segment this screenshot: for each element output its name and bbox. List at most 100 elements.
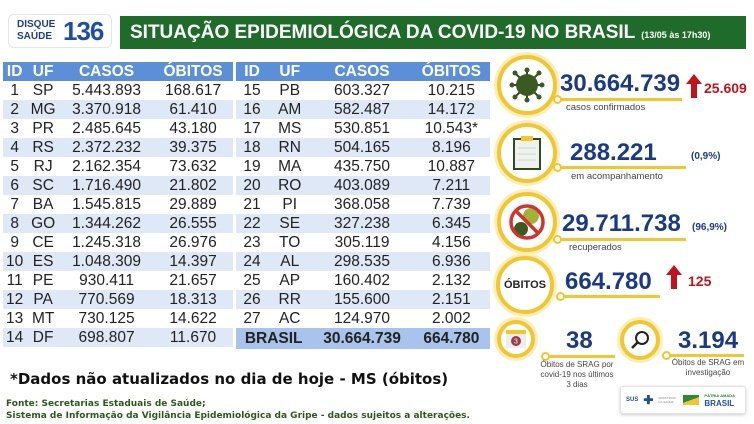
table-cell: 403.089 bbox=[311, 176, 413, 195]
table-cell: 4.156 bbox=[431, 233, 471, 251]
table-cell: 6.936 bbox=[412, 252, 490, 271]
recovered-percent: (96,9%) bbox=[692, 222, 728, 233]
table-cell: PE bbox=[32, 271, 54, 289]
table-cell: AL bbox=[268, 252, 312, 271]
table-row: 27 AC 124.970 2.002 bbox=[236, 309, 490, 328]
table-cell: RS bbox=[26, 138, 60, 157]
table-cell: 6.345 bbox=[412, 214, 490, 233]
table-cell: PB bbox=[279, 81, 301, 99]
gov-top: PÁTRIA AMADA bbox=[704, 392, 735, 398]
table-cell: PR bbox=[32, 119, 54, 137]
table-cell: 13 bbox=[6, 309, 24, 327]
table-row: 2 MG 3.370.918 61.410 bbox=[3, 100, 233, 119]
state-table-right: ID UF CASOS ÓBITOS 15 PB 603.327 10.215 16 AM 582.… bbox=[236, 62, 490, 349]
table-cell: 39.375 bbox=[153, 138, 233, 157]
table-cell: 21.802 bbox=[153, 176, 233, 195]
calendar-icon: 3 bbox=[497, 320, 535, 358]
table-cell: 3.370.918 bbox=[59, 100, 154, 119]
column-header: ID bbox=[3, 62, 27, 81]
table-cell: 14.397 bbox=[153, 252, 233, 271]
sus-logo: SUS bbox=[626, 397, 639, 403]
srag-investigation-value: 3.194 bbox=[678, 327, 739, 354]
table-cell: CE bbox=[32, 233, 54, 251]
table-cell: 930.411 bbox=[79, 271, 134, 289]
table-cell: 770.569 bbox=[59, 290, 154, 309]
table-cell: 1.545.815 bbox=[72, 195, 142, 213]
total-row: BRASIL 30.664.739 664.780 bbox=[236, 328, 490, 349]
table-cell: RR bbox=[268, 290, 312, 309]
table-cell: 327.238 bbox=[311, 214, 413, 233]
table-row: 26 RR 155.600 2.151 bbox=[236, 290, 490, 309]
table-cell: 168.617 bbox=[165, 81, 222, 99]
table-cell: 435.750 bbox=[334, 157, 391, 175]
calendar-number: 3 bbox=[514, 339, 518, 346]
table-cell: SC bbox=[26, 176, 60, 195]
table-cell: 21 bbox=[243, 195, 261, 213]
table-cell: AM bbox=[268, 100, 312, 119]
table-row: 17 MS 530.851 10.543* bbox=[236, 119, 490, 138]
table-cell: RJ bbox=[33, 157, 53, 175]
table-cell: 9 bbox=[10, 233, 19, 251]
table-cell: 160.402 bbox=[334, 271, 391, 289]
table-cell: 15 bbox=[243, 81, 261, 99]
table-cell: 7 bbox=[10, 195, 19, 213]
table-row: 25 AP 160.402 2.132 bbox=[236, 271, 490, 290]
table-cell: 7.211 bbox=[412, 176, 490, 195]
table-cell: 2.162.354 bbox=[72, 157, 142, 175]
deaths-increase: 125 bbox=[688, 273, 712, 289]
timestamp: (13/05 às 17h30) bbox=[641, 30, 711, 40]
monitoring-percent: (0,9%) bbox=[691, 151, 721, 162]
no-virus-icon bbox=[497, 192, 557, 252]
table-cell: 3 bbox=[10, 119, 19, 137]
table-cell: 2.485.645 bbox=[72, 119, 142, 137]
table-cell: 14.172 bbox=[412, 100, 490, 119]
ministry-logo: MINISTÉRIO DA SAÚDE bbox=[658, 396, 676, 404]
table-cell: 4 bbox=[3, 138, 27, 157]
table-cell: 5.443.893 bbox=[72, 81, 142, 99]
table-cell: 16 bbox=[236, 100, 269, 119]
table-row: 23 TO 305.119 4.156 bbox=[236, 233, 490, 252]
table-cell: SP bbox=[32, 81, 54, 99]
table-cell: 582.487 bbox=[311, 100, 413, 119]
magnifier-icon bbox=[620, 320, 660, 360]
table-cell: 1.245.318 bbox=[72, 233, 142, 251]
table-row: 4 RS 2.372.232 39.375 bbox=[3, 138, 233, 157]
table-cell: 18 bbox=[236, 138, 269, 157]
logo-number: 136 bbox=[63, 16, 104, 46]
table-cell: 23 bbox=[243, 233, 261, 251]
table-cell: 27 bbox=[243, 309, 261, 327]
table-cell: TO bbox=[279, 233, 301, 251]
deaths-value: 664.780 bbox=[565, 268, 652, 295]
column-header: ID bbox=[236, 62, 269, 81]
table-cell: 11.670 bbox=[153, 328, 233, 347]
table-cell: 1.048.309 bbox=[59, 252, 154, 271]
column-header: ÓBITOS bbox=[153, 62, 233, 81]
table-cell: 26 bbox=[236, 290, 269, 309]
source-line-1: Fonte: Secretarias Estaduais de Saúde; bbox=[6, 399, 206, 409]
table-cell: RO bbox=[268, 176, 312, 195]
table-row: 15 PB 603.327 10.215 bbox=[236, 81, 490, 100]
table-cell: 43.180 bbox=[169, 119, 217, 137]
confirmed-cases-value: 30.664.739 bbox=[560, 70, 681, 97]
table-row: 20 RO 403.089 7.211 bbox=[236, 176, 490, 195]
column-header: CASOS bbox=[59, 62, 154, 81]
table-cell: 2.002 bbox=[431, 309, 471, 327]
recovered-value: 29.711.738 bbox=[562, 210, 681, 237]
table-row: 7 BA 1.545.815 29.889 bbox=[3, 195, 233, 214]
arrow-up-icon bbox=[666, 265, 682, 289]
table-cell: 124.970 bbox=[334, 309, 391, 327]
table-cell: 305.119 bbox=[334, 233, 390, 251]
source: Fonte: Secretarias Estaduais de Saúde; S… bbox=[6, 398, 470, 422]
srag-investigation-label: Óbitos de SRAG em investigação bbox=[671, 358, 745, 377]
table-cell: 698.807 bbox=[59, 328, 154, 347]
table-row: 13 MT 730.125 14.622 bbox=[3, 309, 233, 328]
table-cell: 61.410 bbox=[153, 100, 233, 119]
table-cell: 10.887 bbox=[427, 157, 476, 175]
table-cell: 1 bbox=[10, 81, 19, 99]
table-cell: 504.165 bbox=[311, 138, 413, 157]
table-cell: 14.622 bbox=[169, 309, 217, 327]
table-cell: PA bbox=[26, 290, 60, 309]
table-cell: MS bbox=[278, 119, 302, 137]
table-cell: 6 bbox=[3, 176, 27, 195]
table-cell: 10.543* bbox=[424, 119, 479, 137]
